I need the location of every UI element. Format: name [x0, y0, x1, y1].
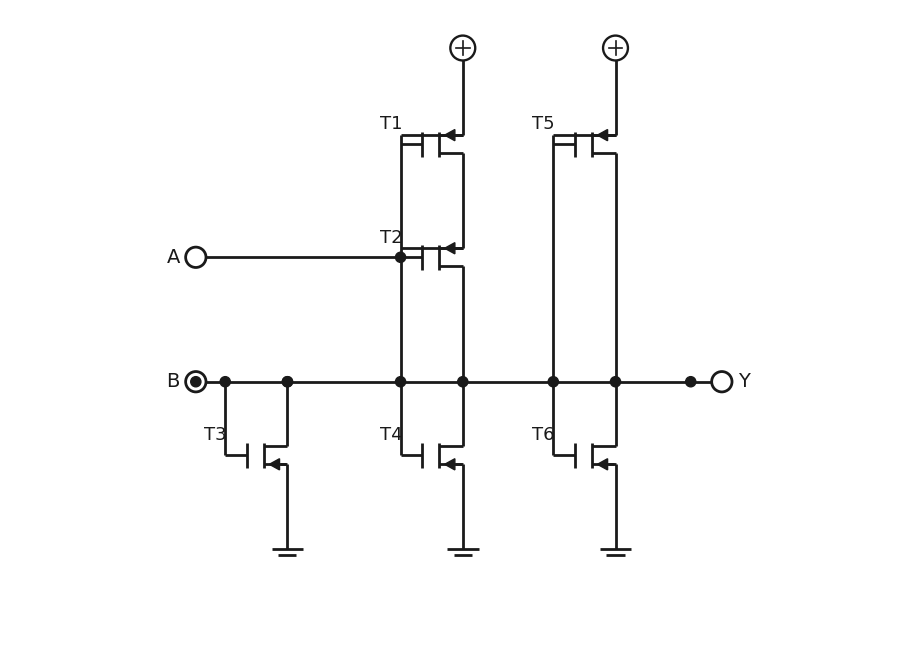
Text: T6: T6	[532, 426, 554, 445]
Circle shape	[685, 377, 695, 387]
Text: A: A	[167, 248, 179, 267]
Circle shape	[450, 35, 475, 60]
Polygon shape	[597, 459, 607, 470]
Circle shape	[395, 377, 405, 387]
Polygon shape	[445, 459, 455, 470]
Circle shape	[457, 377, 467, 387]
Text: B: B	[167, 372, 179, 391]
Text: Y: Y	[737, 372, 749, 391]
Circle shape	[186, 371, 206, 392]
Text: T4: T4	[379, 426, 402, 445]
Polygon shape	[597, 129, 607, 141]
Circle shape	[602, 35, 628, 60]
Circle shape	[282, 377, 292, 387]
Circle shape	[186, 247, 206, 268]
Circle shape	[548, 377, 558, 387]
Circle shape	[282, 377, 292, 387]
Text: T2: T2	[379, 228, 402, 247]
Circle shape	[395, 252, 405, 262]
Polygon shape	[445, 243, 455, 254]
Circle shape	[220, 377, 230, 387]
Text: T1: T1	[379, 115, 402, 133]
Text: T3: T3	[204, 426, 227, 445]
Circle shape	[609, 377, 619, 387]
Circle shape	[190, 377, 200, 387]
Polygon shape	[445, 129, 455, 141]
Text: T5: T5	[532, 115, 555, 133]
Polygon shape	[269, 459, 280, 470]
Circle shape	[711, 371, 732, 392]
